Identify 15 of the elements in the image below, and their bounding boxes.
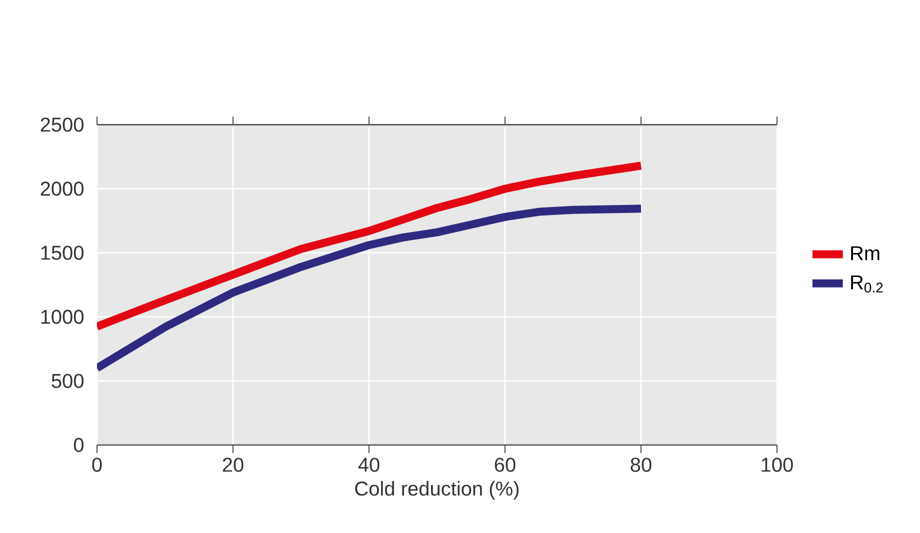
y-tick-label: 0 — [74, 438, 84, 452]
y-tick-label: 500 — [52, 374, 84, 388]
x-tick-label: 20 — [222, 458, 244, 472]
y-tick-label: 2500 — [40, 118, 84, 132]
x-tick-label: 0 — [92, 458, 102, 472]
x-axis-title: Cold reduction (%) — [355, 481, 519, 500]
legend-label: R$_{0.2}$ — [851, 275, 883, 293]
x-tick-label: 40 — [358, 458, 380, 472]
y-tick-label: 2000 — [40, 182, 84, 196]
y-tick-label: 1500 — [41, 246, 84, 260]
y-tick-label: 1000 — [41, 310, 84, 324]
x-tick-label: 100 — [762, 458, 793, 472]
x-tick-label: 60 — [494, 458, 516, 472]
x-tick-label: 80 — [630, 458, 652, 472]
legend-label: Rm — [851, 246, 880, 260]
